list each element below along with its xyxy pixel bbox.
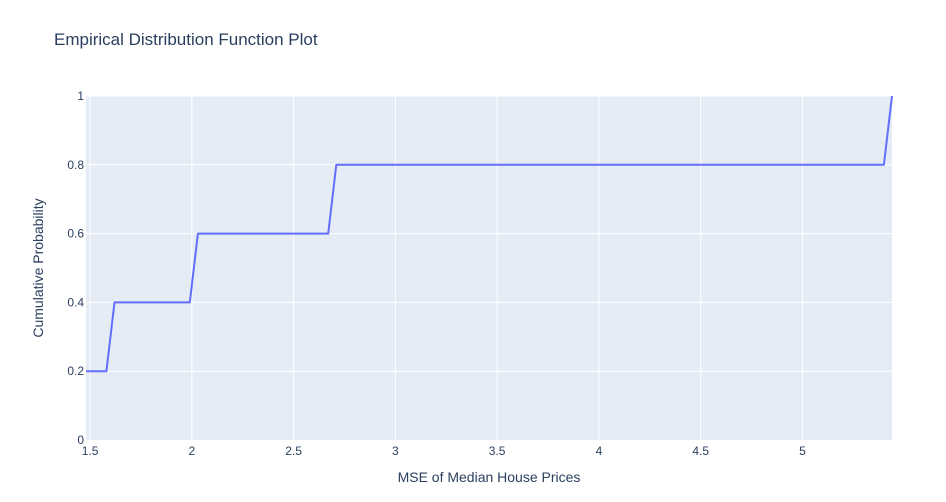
y-axis-title: Cumulative Probability (30, 198, 46, 337)
y-tick-label: 0.8 (67, 158, 84, 172)
x-tick-label: 3.5 (489, 444, 506, 458)
ecdf-line (86, 95, 893, 373)
x-axis-title: MSE of Median House Prices (398, 469, 581, 485)
x-tick-label: 3 (392, 444, 399, 458)
chart-title: Empirical Distribution Function Plot (54, 30, 318, 49)
x-tick-label: 1.5 (82, 444, 99, 458)
plot-area[interactable] (86, 96, 892, 440)
y-tick-label: 0.6 (67, 227, 84, 241)
y-tick-label: 0.4 (67, 295, 84, 309)
x-tick-label: 4.5 (692, 444, 709, 458)
y-tick-label: 1 (77, 89, 84, 103)
y-tick-label: 0 (77, 433, 84, 447)
series-group (86, 95, 893, 373)
x-tick-label: 5 (799, 444, 806, 458)
y-tick-labels: 0 0.2 0.4 0.6 0.8 1 (67, 89, 84, 447)
x-gridlines (89, 96, 803, 440)
x-tick-label: 2.5 (285, 444, 302, 458)
x-tick-labels: 1.5 2 2.5 3 3.5 4 4.5 5 (82, 444, 806, 458)
y-tick-label: 0.2 (67, 364, 84, 378)
x-tick-label: 4 (596, 444, 603, 458)
x-tick-label: 2 (188, 444, 195, 458)
